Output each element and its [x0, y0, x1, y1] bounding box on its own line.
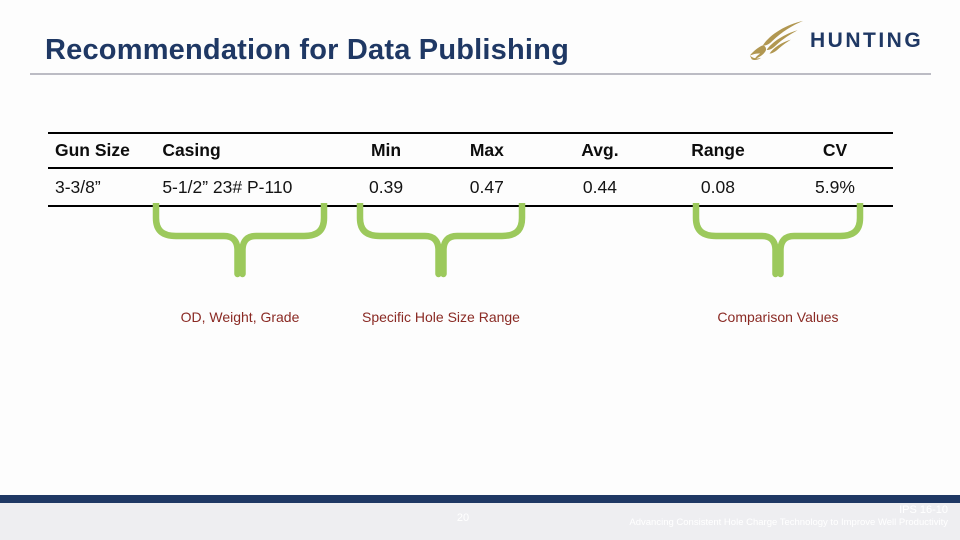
- column-header-min: Min: [370, 140, 402, 160]
- pheasant-bird-icon: [748, 20, 804, 62]
- data-table: Gun Size Casing Min Max Avg. Range CV 3-…: [48, 132, 893, 207]
- annotation-label-comparison-values: Comparison Values: [717, 309, 839, 325]
- cell-casing: 5-1/2” 23# P-110: [162, 176, 293, 197]
- hunting-logo-wordmark: HUNTING: [810, 29, 924, 52]
- page-number: 20: [456, 512, 470, 524]
- annotation-label-specific-hole-size-range: Specific Hole Size Range: [362, 309, 520, 325]
- annotation-brace-comparison-values: [692, 199, 864, 285]
- annotation-label-od-weight-grade: OD, Weight, Grade: [180, 309, 300, 325]
- column-header-gun-size: Gun Size: [55, 140, 130, 160]
- footer-strip: [0, 503, 960, 540]
- column-header-casing: Casing: [162, 140, 221, 160]
- column-header-cv: CV: [822, 140, 848, 160]
- footer-right-block: IPS 16-10 Advancing Consistent Hole Char…: [629, 504, 948, 529]
- hunting-logo: HUNTING: [748, 20, 923, 62]
- cell-gun-size: 3-3/8”: [55, 176, 101, 197]
- cell-cv: 5.9%: [815, 176, 855, 197]
- column-header-max: Max: [469, 140, 504, 160]
- annotation-brace-casing: [152, 199, 328, 285]
- company-tagline: Advancing Consistent Hole Charge Technol…: [629, 517, 948, 528]
- cell-avg: 0.44: [582, 176, 617, 197]
- title-underline: [30, 73, 931, 75]
- document-reference: IPS 16-10: [899, 504, 948, 516]
- annotation-brace-hole-size-range: [356, 199, 526, 285]
- column-header-avg: Avg.: [581, 140, 619, 160]
- table-row: 3-3/8” 5-1/2” 23# P-110 0.39 0.47 0.44 0…: [48, 169, 893, 207]
- footer-accent-bar: [0, 495, 960, 503]
- cell-max: 0.47: [469, 176, 504, 197]
- table-header-row: Gun Size Casing Min Max Avg. Range CV: [48, 132, 893, 169]
- cell-range: 0.08: [700, 176, 735, 197]
- slide-title: Recommendation for Data Publishing: [45, 34, 570, 66]
- cell-min: 0.39: [369, 176, 404, 197]
- column-header-range: Range: [691, 140, 745, 160]
